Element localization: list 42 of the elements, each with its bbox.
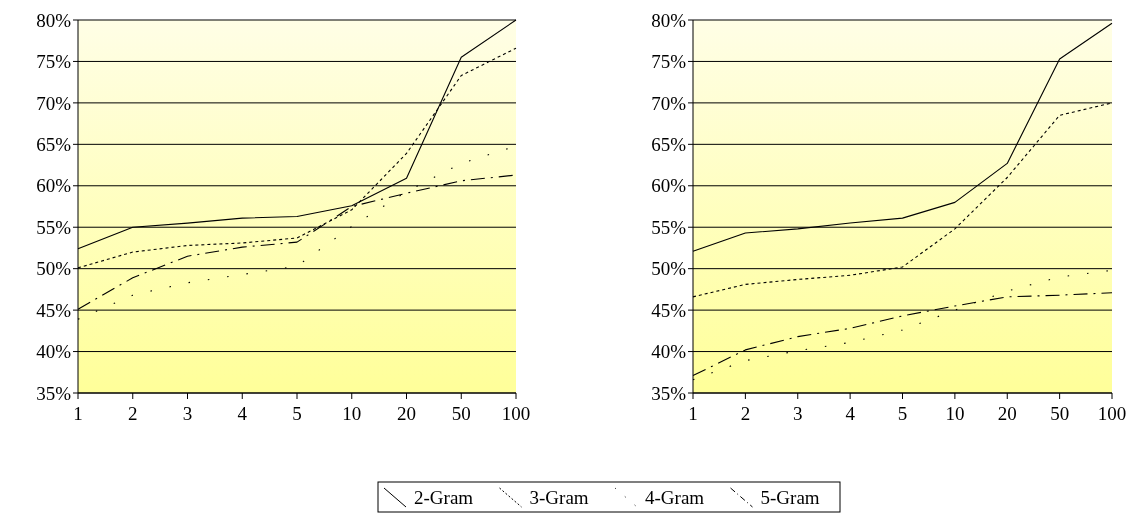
x-tick-label: 20 <box>997 403 1017 424</box>
x-tick-label: 10 <box>342 403 362 424</box>
x-tick-label: 3 <box>793 403 803 424</box>
y-tick-label: 80% <box>651 9 687 31</box>
legend-label: 3-Gram <box>529 487 589 508</box>
y-tick-label: 40% <box>36 341 72 363</box>
x-tick-label: 2 <box>740 403 751 424</box>
x-tick-label: 20 <box>397 403 416 424</box>
y-tick-label: 65% <box>651 133 687 155</box>
x-tick-label: 10 <box>945 403 965 424</box>
legend-label: 4-Gram <box>645 487 705 508</box>
y-tick-label: 75% <box>651 51 687 73</box>
legend-label: 5-Gram <box>760 487 820 508</box>
y-tick-label: 35% <box>651 382 687 404</box>
legend-label: 2-Gram <box>414 487 474 508</box>
x-tick-label: 50 <box>451 403 471 424</box>
x-tick-label: 3 <box>182 403 193 424</box>
x-tick-label: 100 <box>1097 403 1127 424</box>
y-tick-label: 55% <box>36 216 72 238</box>
y-tick-label: 70% <box>651 92 687 114</box>
x-tick-label: 50 <box>1050 403 1070 424</box>
y-tick-label: 50% <box>36 258 72 280</box>
x-tick-label: 100 <box>501 403 531 424</box>
x-tick-label: 2 <box>128 403 138 424</box>
x-tick-label: 4 <box>845 403 856 424</box>
y-tick-label: 55% <box>651 216 687 238</box>
x-tick-label: 1 <box>73 403 83 424</box>
x-tick-label: 5 <box>292 403 302 424</box>
x-tick-label: 1 <box>688 403 698 424</box>
x-tick-label: 5 <box>897 403 908 424</box>
x-tick-label: 4 <box>237 403 248 424</box>
y-tick-label: 40% <box>651 341 687 363</box>
y-tick-label: 45% <box>36 299 72 321</box>
y-tick-label: 60% <box>651 175 687 197</box>
y-tick-label: 35% <box>36 382 72 404</box>
y-tick-label: 45% <box>651 299 687 321</box>
y-tick-label: 50% <box>651 258 687 280</box>
y-tick-label: 80% <box>36 9 72 31</box>
y-tick-label: 70% <box>36 92 72 114</box>
y-tick-label: 60% <box>36 175 72 197</box>
y-tick-label: 75% <box>36 51 72 73</box>
y-tick-label: 65% <box>36 133 72 155</box>
